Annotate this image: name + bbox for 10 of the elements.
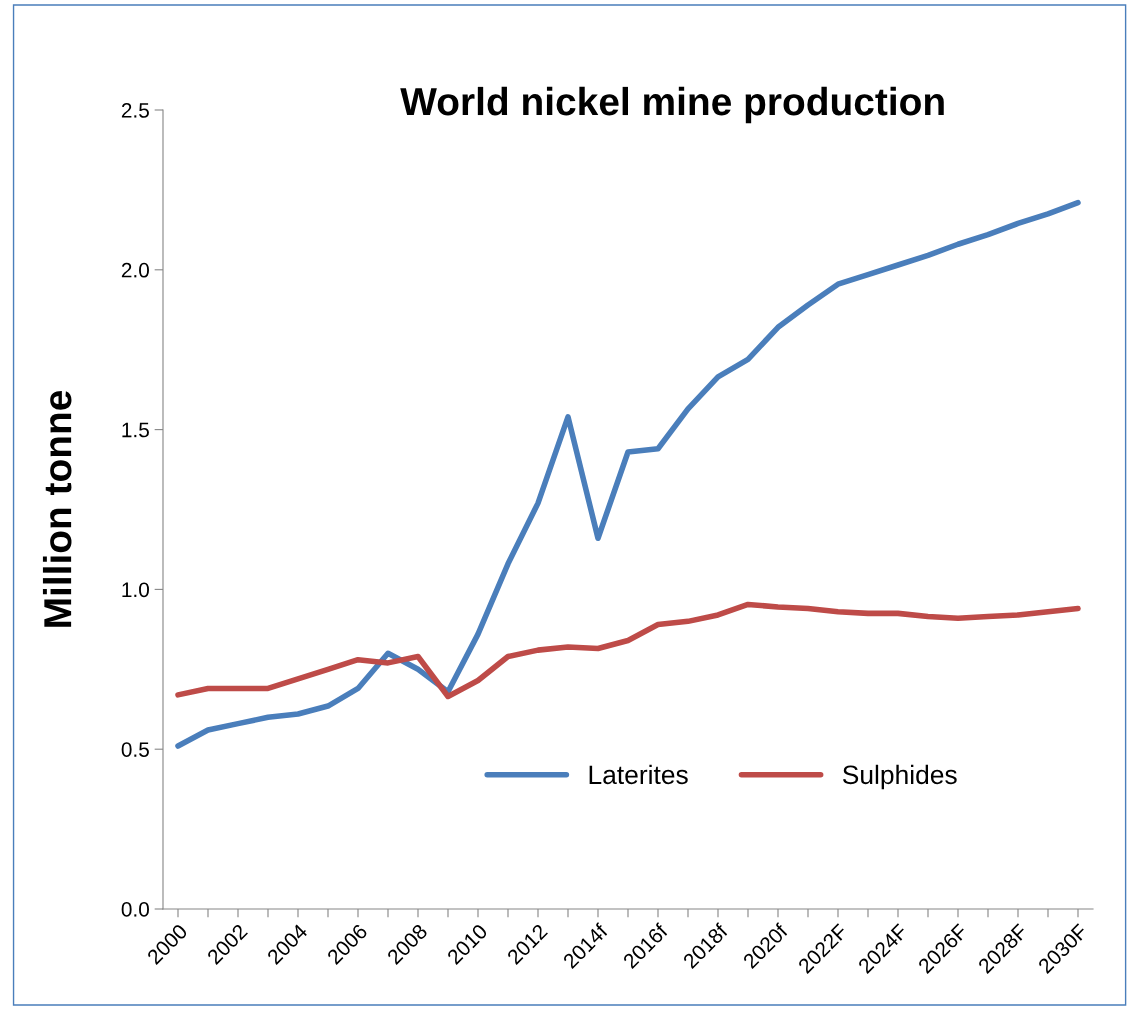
legend-label: Laterites — [589, 764, 688, 785]
y-tick-label: 0.5 — [121, 742, 149, 757]
y-axis-title: Million tonne — [42, 390, 72, 627]
legend-label: Sulphides — [842, 764, 957, 790]
y-tick-label: 2.0 — [121, 262, 149, 278]
y-tick-label: 1.0 — [122, 582, 149, 598]
y-tick-label: 0.0 — [121, 902, 149, 917]
y-tick-label: 1.5 — [122, 422, 149, 438]
y-tick-label: 2.5 — [121, 103, 149, 118]
chart-title: World nickel mine production — [400, 86, 944, 124]
